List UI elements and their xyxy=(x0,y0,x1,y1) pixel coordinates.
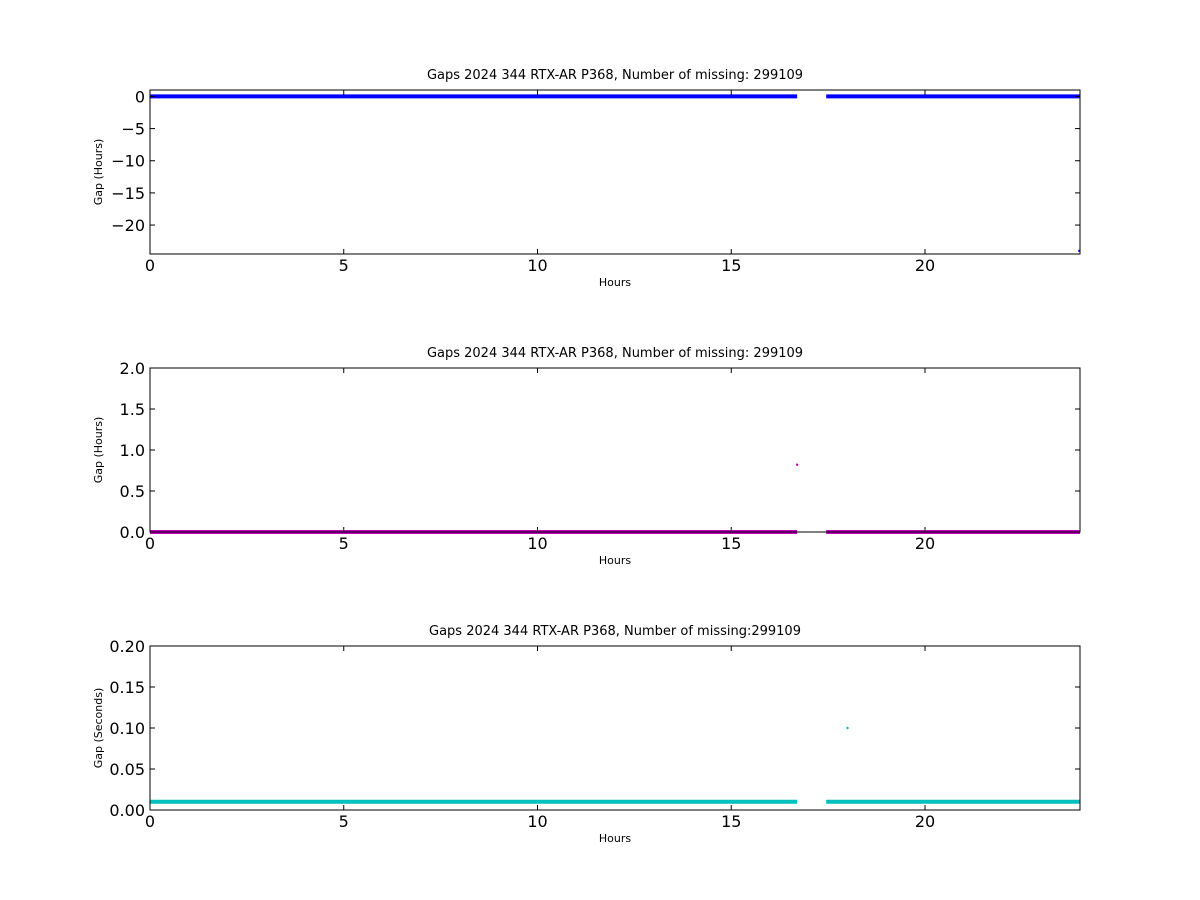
y-axis-label: Gap (Seconds) xyxy=(92,688,105,769)
x-tick-label: 20 xyxy=(915,256,935,275)
y-axis-label: Gap (Hours) xyxy=(92,139,105,206)
x-tick-label: 10 xyxy=(527,534,547,553)
y-tick-label: 0.05 xyxy=(109,760,145,779)
y-tick-label: 2.0 xyxy=(120,359,145,378)
x-tick-label: 15 xyxy=(721,256,741,275)
chart-title: Gaps 2024 344 RTX-AR P368, Number of mis… xyxy=(429,624,801,639)
x-tick-label: 15 xyxy=(721,534,741,553)
x-tick-label: 10 xyxy=(527,812,547,831)
x-tick-label: 15 xyxy=(721,812,741,831)
x-tick-label: 0 xyxy=(145,812,155,831)
x-tick-label: 20 xyxy=(915,812,935,831)
plot-panel-1: 0 5 10 15 20 0 −5 −10 −15 −20 Gaps 2024 344 RTX-AR… xyxy=(92,68,1081,289)
y-tick-label: 0.10 xyxy=(109,719,145,738)
x-tick-label: 5 xyxy=(339,256,349,275)
x-axis-label: Hours xyxy=(599,832,631,845)
x-axis-label: Hours xyxy=(599,554,631,567)
y-tick-label: 0.0 xyxy=(120,523,145,542)
data-point xyxy=(795,463,799,466)
y-axis-label: Gap (Hours) xyxy=(92,417,105,484)
plot-panel-2: 0 5 10 15 20 0.0 0.5 1.0 1.5 2.0 Gaps 2024 344 RTX… xyxy=(92,346,1081,567)
y-tick-label: 0.20 xyxy=(109,637,145,656)
y-tick-label: 0.00 xyxy=(109,801,145,820)
plot-panel-3: 0 5 10 15 20 0.00 0.05 0.10 0.15 0.20 Gaps 2024 34… xyxy=(92,624,1081,845)
y-tick-label: −15 xyxy=(111,184,145,203)
y-tick-label: 0 xyxy=(135,87,145,106)
y-tick-label: 0.5 xyxy=(120,482,145,501)
x-tick-label: 10 xyxy=(527,256,547,275)
y-tick-label: 1.5 xyxy=(120,400,145,419)
y-tick-label: 0.15 xyxy=(109,678,145,697)
axes-frame xyxy=(149,89,1081,255)
axes-frame xyxy=(149,645,1081,811)
chart-title: Gaps 2024 344 RTX-AR P368, Number of mis… xyxy=(427,346,803,361)
y-tick-label: 1.0 xyxy=(120,441,145,460)
x-tick-label: 20 xyxy=(915,534,935,553)
y-tick-label: −5 xyxy=(121,120,145,139)
x-tick-label: 5 xyxy=(339,534,349,553)
axes-frame xyxy=(149,367,1081,533)
x-axis-label: Hours xyxy=(599,276,631,289)
chart-title: Gaps 2024 344 RTX-AR P368, Number of mis… xyxy=(427,68,803,83)
x-tick-label: 5 xyxy=(339,812,349,831)
data-point xyxy=(846,726,849,730)
x-tick-label: 0 xyxy=(145,534,155,553)
x-tick-label: 0 xyxy=(145,256,155,275)
y-tick-label: −20 xyxy=(111,216,145,235)
y-tick-label: −10 xyxy=(111,152,145,171)
